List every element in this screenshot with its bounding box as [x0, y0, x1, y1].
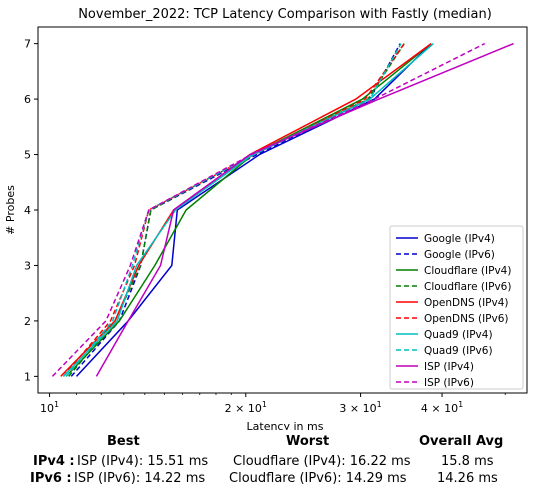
x-tick-label-2: 3 × 101 — [339, 400, 381, 415]
series-line-1 — [70, 43, 401, 377]
summary-best-ipv6: ISP (IPv6): 14.22 ms — [74, 471, 206, 486]
summary-header-avg: Overall Avg — [419, 434, 504, 449]
legend-label-2: Cloudflare (IPv4) — [424, 265, 511, 277]
y-tick-label-2: 3 — [24, 259, 31, 272]
series-line-7 — [65, 43, 402, 377]
legend-label-3: Cloudflare (IPv6) — [424, 281, 511, 293]
legend-label-6: Quad9 (IPv4) — [424, 329, 493, 341]
axes: 1 2 3 4 5 6 7 101 2 × 101 3 × 101 4 × 101 — [24, 38, 506, 415]
summary-worst-ipv4: Cloudflare (IPv4): 16.22 ms — [233, 454, 411, 469]
x-tick-label-3: 4 × 101 — [421, 400, 463, 415]
summary-header-best: Best — [107, 434, 140, 449]
legend-label-8: ISP (IPv4) — [424, 361, 474, 373]
summary-row-label-ipv6: IPv6 : — [30, 471, 72, 486]
series-line-3 — [68, 43, 405, 377]
legend-label-5: OpenDNS (IPv6) — [424, 313, 509, 325]
legend: Google (IPv4) Google (IPv6) Cloudflare (IP… — [389, 225, 524, 390]
y-tick-label-5: 6 — [24, 93, 31, 106]
series-line-5 — [62, 43, 405, 377]
summary-table: Best Worst Overall Avg IPv4 : ISP (IPv4)… — [0, 430, 541, 494]
latency-chart: November_2022: TCP Latency Comparison wi… — [4, 7, 528, 430]
summary-best-ipv4: ISP (IPv4): 15.51 ms — [77, 454, 209, 469]
legend-label-0: Google (IPv4) — [424, 233, 495, 245]
summary-row-label-ipv4: IPv4 : — [33, 454, 75, 469]
x-axis-label: Latency in ms — [247, 420, 324, 430]
y-tick-label-6: 7 — [24, 38, 31, 51]
series-line-6 — [62, 43, 434, 377]
legend-label-7: Quad9 (IPv6) — [424, 345, 493, 357]
y-axis-label: # Probes — [4, 185, 17, 235]
legend-label-1: Google (IPv6) — [424, 249, 495, 261]
y-tick-label-3: 4 — [24, 204, 31, 217]
summary-worst-ipv6: Cloudflare (IPv6): 14.29 ms — [229, 471, 407, 486]
series-line-0 — [75, 43, 432, 377]
chart-title: November_2022: TCP Latency Comparison wi… — [78, 7, 492, 22]
legend-box — [389, 225, 524, 390]
y-tick-label-4: 5 — [24, 149, 31, 162]
series-line-8 — [95, 42, 514, 377]
series-line-2 — [65, 43, 432, 377]
legend-label-4: OpenDNS (IPv4) — [424, 297, 509, 309]
x-tick-label-0: 101 — [40, 400, 59, 415]
y-tick-label-0: 1 — [24, 370, 31, 383]
summary-avg-ipv6: 14.26 ms — [437, 471, 498, 486]
summary-avg-ipv4: 15.8 ms — [441, 454, 494, 469]
y-tick-label-1: 2 — [24, 315, 31, 328]
x-tick-label-1: 2 × 101 — [225, 400, 267, 415]
summary-header-worst: Worst — [286, 434, 330, 449]
legend-label-9: ISP (IPv6) — [424, 377, 474, 389]
plot-area — [51, 42, 514, 377]
series-line-9 — [51, 42, 486, 377]
